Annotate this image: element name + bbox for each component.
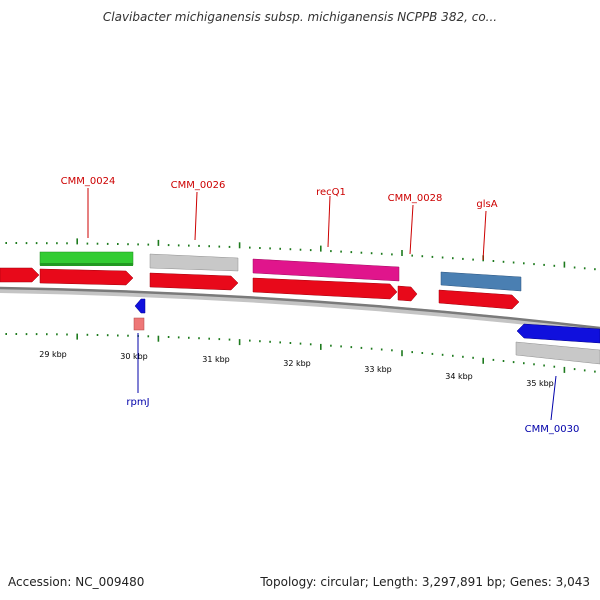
cds-track-reverse <box>133 298 600 344</box>
cds-arrow-5[interactable] <box>397 285 418 302</box>
gene-cmm-0030-feature[interactable] <box>515 341 600 365</box>
outer-tick-row <box>5 238 596 271</box>
leader-line-glsa <box>482 210 487 261</box>
gene-label-glsa[interactable]: glsA <box>476 199 497 210</box>
cds-arrow-1[interactable] <box>0 267 40 283</box>
accession-label: Accession: NC_009480 <box>8 575 145 589</box>
scale-labels: 29 kbp 30 kbp 31 kbp 32 kbp 33 kbp 34 kb… <box>39 350 554 388</box>
forward-gene-labels: CMM_0024 CMM_0026 recQ1 CMM_0028 glsA <box>61 176 498 261</box>
backbone-shadow <box>0 287 600 333</box>
gene-cmm-0024-feature-shade <box>40 263 133 266</box>
gene-label-cmm-0024[interactable]: CMM_0024 <box>61 176 116 187</box>
cds-arrow-3[interactable] <box>149 272 239 291</box>
cds-arrow-rpmj[interactable] <box>134 298 146 314</box>
inner-tick-row <box>5 333 596 373</box>
backbone <box>0 286 600 330</box>
cds-arrow-4[interactable] <box>252 277 398 300</box>
gene-label-cmm-0028[interactable]: CMM_0028 <box>388 193 443 204</box>
scale-label-34kbp: 34 kbp <box>445 372 473 381</box>
gene-label-cmm-0030[interactable]: CMM_0030 <box>525 424 580 435</box>
leader-line-cmm-0026 <box>194 191 198 241</box>
cds-track-forward <box>0 267 520 310</box>
feature-track-genes <box>39 251 600 365</box>
gene-glsa-feature[interactable] <box>440 271 522 292</box>
trna-rpmj-feature[interactable] <box>133 317 145 331</box>
cds-arrow-6[interactable] <box>438 289 520 310</box>
scale-label-31kbp: 31 kbp <box>202 355 230 364</box>
gene-label-recq1[interactable]: recQ1 <box>316 187 346 198</box>
cds-arrow-2[interactable] <box>39 268 134 286</box>
scale-label-35kbp: 35 kbp <box>526 379 554 388</box>
scale-label-33kbp: 33 kbp <box>364 365 392 374</box>
scale-label-29kbp: 29 kbp <box>39 350 67 359</box>
gene-label-cmm-0026[interactable]: CMM_0026 <box>171 180 226 191</box>
gene-label-rpmj[interactable]: rpmJ <box>126 397 149 408</box>
scale-label-30kbp: 30 kbp <box>120 352 148 361</box>
leader-line-cmm-0030 <box>550 375 557 421</box>
leader-line-recq1 <box>327 195 331 248</box>
genome-summary: Topology: circular; Length: 3,297,891 bp… <box>260 575 590 589</box>
cds-arrow-7[interactable] <box>516 323 600 344</box>
leader-line-cmm-0028 <box>409 204 414 255</box>
reverse-gene-labels: rpmJ CMM_0030 <box>126 333 579 435</box>
scale-label-32kbp: 32 kbp <box>283 359 311 368</box>
gene-cmm-0026-feature[interactable] <box>149 253 239 272</box>
map-title: Clavibacter michiganensis subsp. michiga… <box>102 10 498 24</box>
gene-recq1-feature[interactable] <box>252 258 400 282</box>
